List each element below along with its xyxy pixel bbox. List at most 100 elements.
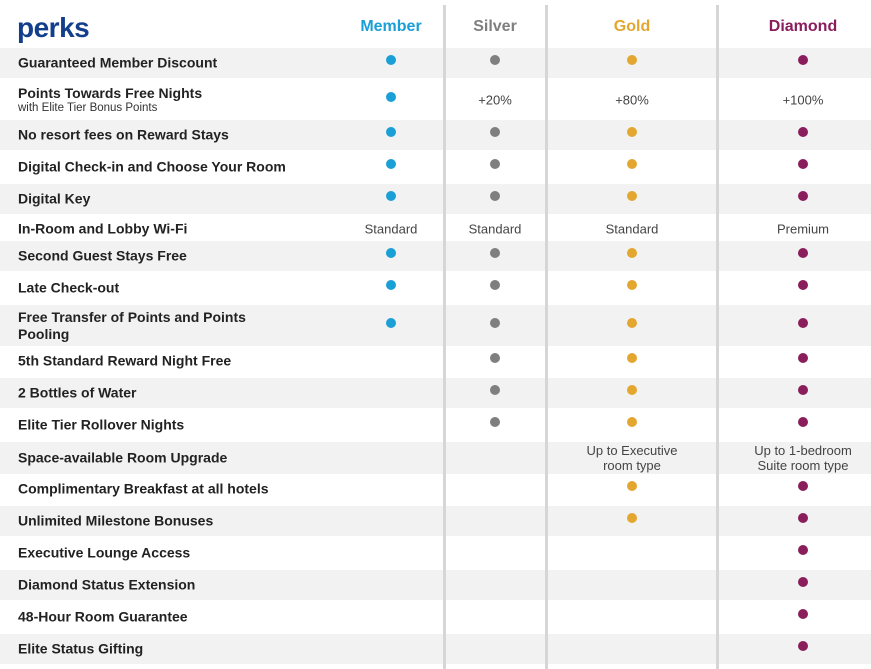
perk-name: Complimentary Breakfast at all hotels [18, 480, 269, 497]
page-title: perks [17, 12, 90, 43]
perk-label: Executive Lounge Access [18, 545, 190, 562]
perk-name: Second Guest Stays Free [18, 247, 187, 264]
diamond-included-dot-icon [798, 577, 808, 587]
table-row: Second Guest Stays Free [0, 241, 871, 271]
table-row: Guaranteed Member Discount [0, 48, 871, 78]
silver-included-dot-icon [490, 385, 500, 395]
perk-label: 2 Bottles of Water [18, 385, 137, 402]
dot-icon [627, 248, 637, 258]
diamond-included-dot-icon [798, 353, 808, 363]
diamond-included-dot-icon [798, 609, 808, 619]
gold-included-dot-icon [627, 159, 637, 169]
table-row: Space-available Room Upgrade Up to Execut… [0, 442, 871, 474]
perk-name: Late Check-out [18, 279, 120, 296]
dot-icon [798, 127, 808, 137]
table-row: Elite Status Gifting [0, 634, 871, 664]
perk-label: 5th Standard Reward Night Free [18, 353, 231, 370]
dot-icon [798, 609, 808, 619]
member-included-dot-icon [386, 280, 396, 290]
table-row: Digital Check-in and Choose Your Room [0, 152, 871, 182]
table-row: Points Towards Free Nights with Elite Tie… [0, 80, 871, 120]
gold-included-dot-icon [627, 127, 637, 137]
column-divider [443, 5, 446, 669]
diamond-value: +100% [782, 92, 824, 108]
perk-label: Elite Status Gifting [18, 641, 143, 658]
perk-label: Diamond Status Extension [18, 577, 195, 594]
perk-label: Second Guest Stays Free [18, 248, 187, 265]
perk-name: Digital Check-in and Choose Your Room [18, 158, 286, 175]
perk-label: Digital Key [18, 191, 90, 208]
column-divider [545, 5, 548, 669]
member-included-dot-icon [386, 92, 396, 102]
dot-icon [798, 317, 808, 328]
dot-icon [798, 353, 808, 363]
tier-header-silver: Silver [473, 18, 517, 35]
tier-header-member: Member [360, 18, 422, 35]
perk-name: 48-Hour Room Guarantee [18, 608, 188, 625]
silver-included-dot-icon [490, 353, 500, 363]
table-row: Complimentary Breakfast at all hotels [0, 474, 871, 504]
dot-icon [490, 417, 500, 427]
dot-icon [798, 280, 808, 290]
gold-value: +80% [615, 92, 649, 108]
silver-included-dot-icon [490, 280, 500, 290]
silver-value: Standard [468, 221, 522, 236]
dot-icon [627, 513, 637, 523]
dot-icon [386, 248, 396, 258]
dot-icon [798, 577, 808, 587]
member-included-dot-icon [386, 248, 396, 258]
diamond-included-dot-icon [798, 191, 808, 201]
gold-included-dot-icon [627, 513, 637, 523]
dot-icon [627, 385, 637, 395]
gold-included-dot-icon [627, 417, 637, 427]
diamond-included-dot-icon [798, 317, 808, 328]
dot-icon [627, 280, 637, 290]
dot-icon [627, 317, 637, 328]
perk-name: Unlimited Milestone Bonuses [18, 512, 214, 529]
dot-icon [627, 159, 637, 169]
diamond-included-dot-icon [798, 513, 808, 523]
perk-sublabel: with Elite Tier Bonus Points [18, 102, 158, 114]
perk-name: Guaranteed Member Discount [18, 54, 218, 71]
table-row: Digital Key [0, 184, 871, 214]
perk-label: Free Transfer of Points and Points Pooli… [18, 309, 268, 343]
member-included-dot-icon [386, 159, 396, 169]
perk-label: Unlimited Milestone Bonuses [18, 513, 213, 530]
dot-icon [386, 55, 396, 65]
member-included-dot-icon [386, 127, 396, 137]
dot-icon [627, 127, 637, 137]
dot-icon [386, 159, 396, 169]
dot-icon [386, 92, 396, 102]
silver-included-dot-icon [490, 127, 500, 137]
dot-icon [490, 317, 500, 328]
dot-icon [490, 248, 500, 258]
diamond-included-dot-icon [798, 280, 808, 290]
table-row: Late Check-out [0, 273, 871, 303]
gold-included-dot-icon [627, 385, 637, 395]
perk-label: Space-available Room Upgrade [18, 450, 227, 467]
perk-name: Free Transfer of Points and Points Pooli… [18, 308, 246, 342]
table-row: 5th Standard Reward Night Free [0, 346, 871, 376]
dot-icon [627, 55, 637, 65]
gold-included-dot-icon [627, 280, 637, 290]
dot-icon [386, 191, 396, 201]
dot-icon [627, 417, 637, 427]
diamond-included-dot-icon [798, 385, 808, 395]
dot-icon [798, 417, 808, 427]
perk-label: Late Check-out [18, 280, 119, 297]
diamond-included-dot-icon [798, 481, 808, 491]
diamond-included-dot-icon [798, 417, 808, 427]
gold-included-dot-icon [627, 481, 637, 491]
perk-label: Points Towards Free Nights with Elite Tie… [18, 85, 202, 115]
perk-label: In-Room and Lobby Wi-Fi [18, 220, 187, 237]
perk-label: Digital Check-in and Choose Your Room [18, 159, 286, 176]
dot-icon [798, 481, 808, 491]
table-row: Unlimited Milestone Bonuses [0, 506, 871, 536]
dot-icon [627, 481, 637, 491]
table-row: Executive Lounge Access [0, 538, 871, 568]
table-row: 48-Hour Room Guarantee [0, 602, 871, 632]
silver-included-dot-icon [490, 191, 500, 201]
silver-included-dot-icon [490, 317, 500, 328]
dot-icon [798, 513, 808, 523]
member-included-dot-icon [386, 191, 396, 201]
